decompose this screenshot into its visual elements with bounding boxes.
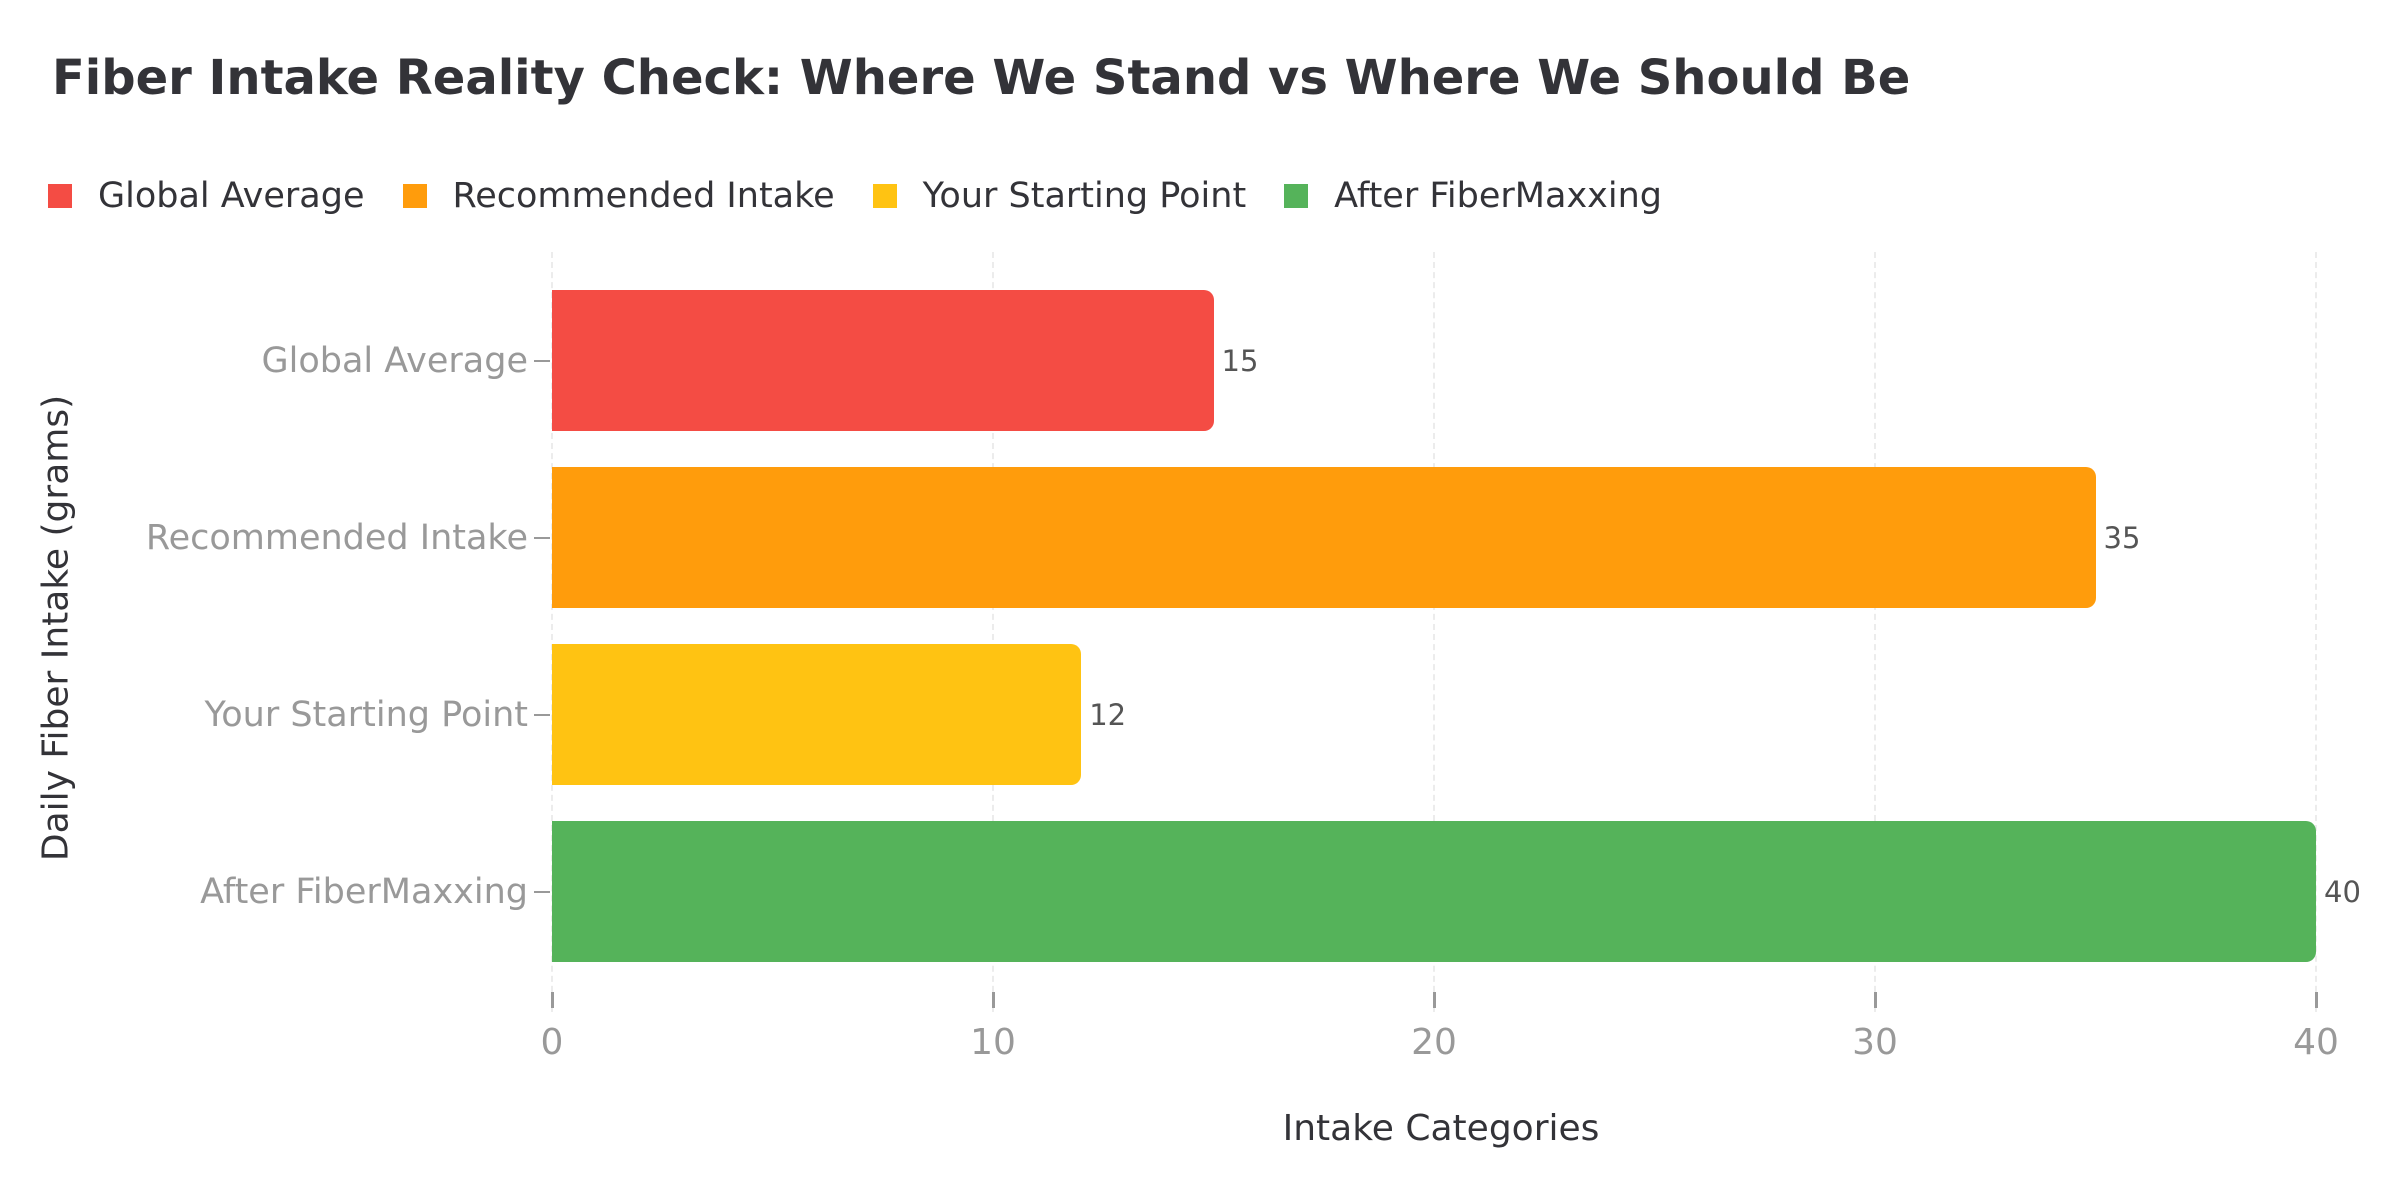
ytick-label: Global Average bbox=[261, 341, 529, 381]
legend-label: Global Average bbox=[98, 176, 365, 216]
bar-your-starting-point[interactable] bbox=[552, 644, 1082, 785]
legend-swatch-icon bbox=[48, 184, 72, 208]
bar-after-fibermaxxing[interactable] bbox=[552, 821, 2316, 962]
ytick-mark bbox=[534, 891, 550, 893]
xtick-label: 30 bbox=[1852, 1022, 1898, 1063]
bar-value-label: 12 bbox=[1089, 698, 1127, 732]
bar-value-label: 15 bbox=[1221, 344, 1259, 378]
legend-item-after-fibermaxxing[interactable]: After FiberMaxxing bbox=[1284, 176, 1662, 216]
bar-value-label: 40 bbox=[2324, 875, 2361, 909]
legend-item-recommended-intake[interactable]: Recommended Intake bbox=[402, 176, 835, 216]
ytick-label: After FiberMaxxing bbox=[200, 872, 528, 912]
bar-global-average[interactable] bbox=[552, 290, 1214, 431]
xtick-mark bbox=[2315, 992, 2318, 1008]
ytick-mark bbox=[534, 714, 550, 716]
ytick-mark bbox=[534, 537, 550, 539]
legend-item-your-starting-point[interactable]: Your Starting Point bbox=[872, 176, 1247, 216]
ytick-label: Your Starting Point bbox=[204, 695, 529, 735]
legend-swatch-icon bbox=[872, 184, 897, 208]
legend-swatch-icon bbox=[1284, 184, 1309, 208]
xtick-mark bbox=[992, 992, 995, 1008]
y-axis-label: Daily Fiber Intake (grams) bbox=[35, 394, 77, 862]
bar-recommended-intake[interactable] bbox=[552, 467, 2096, 608]
gridline-x-10 bbox=[992, 252, 994, 1012]
xtick-mark bbox=[1874, 992, 1877, 1008]
gridline-x-20 bbox=[1433, 252, 1435, 1012]
legend: Global Average Recommended Intake Your S… bbox=[48, 176, 1700, 216]
ytick-label: Recommended Intake bbox=[145, 518, 528, 558]
legend-swatch-icon bbox=[402, 184, 427, 208]
legend-item-global-average[interactable]: Global Average bbox=[48, 176, 365, 216]
ytick-mark bbox=[534, 360, 550, 362]
xtick-label: 40 bbox=[2293, 1022, 2339, 1063]
legend-label: Recommended Intake bbox=[452, 176, 835, 216]
x-axis-label: Intake Categories bbox=[1282, 1108, 1600, 1149]
xtick-label: 20 bbox=[1411, 1022, 1457, 1063]
gridline-x-30 bbox=[1874, 252, 1876, 1012]
xtick-mark bbox=[551, 992, 554, 1008]
xtick-label: 10 bbox=[970, 1022, 1016, 1063]
xtick-mark bbox=[1433, 992, 1436, 1008]
bar-value-label: 35 bbox=[2103, 521, 2141, 555]
legend-label: After FiberMaxxing bbox=[1334, 176, 1662, 216]
xtick-label: 0 bbox=[540, 1022, 564, 1063]
gridline-x-40 bbox=[2315, 252, 2317, 1012]
chart-title: Fiber Intake Reality Check: Where We Sta… bbox=[52, 50, 1911, 106]
gridline-x-0 bbox=[551, 252, 553, 1012]
legend-label: Your Starting Point bbox=[922, 176, 1247, 216]
